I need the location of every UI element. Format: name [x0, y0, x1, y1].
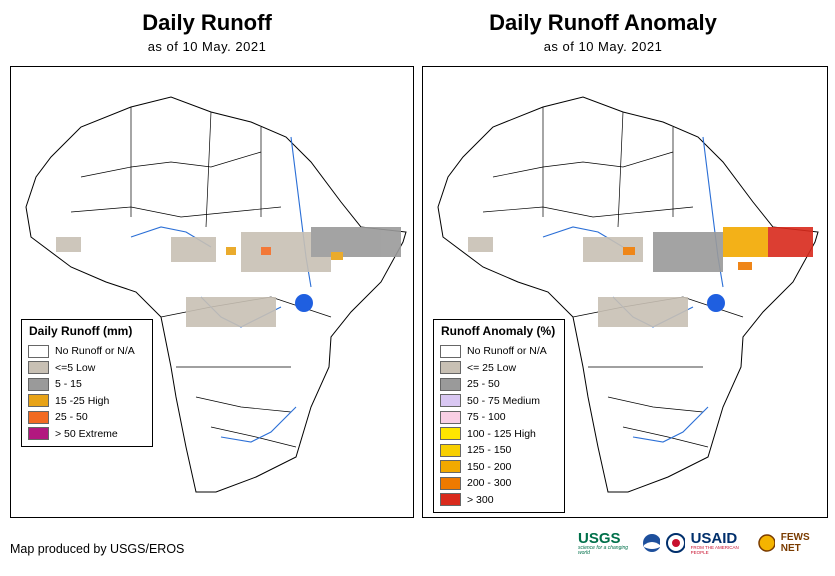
anomaly-patches — [468, 227, 813, 327]
legend-item: > 300 — [440, 492, 558, 509]
legend-swatch — [440, 427, 461, 441]
legend-item: 25 - 50 — [28, 409, 146, 426]
legend-swatch — [28, 344, 49, 358]
usgs-logo: USGS science for a changing world — [578, 531, 636, 556]
legend-item: > 50 Extreme — [28, 426, 146, 443]
legend-swatch — [440, 394, 461, 408]
legend-swatch — [28, 361, 49, 375]
fewsnet-wordmark: FEWS NET — [780, 532, 810, 554]
agency-logos: USGS science for a changing world USAID … — [578, 528, 828, 558]
legend-item: 5 - 15 — [28, 376, 146, 393]
legend-label: 5 - 15 — [55, 378, 82, 391]
africa-map-left — [25, 96, 407, 493]
country-borders — [70, 107, 332, 448]
runoff-legend-title: Daily Runoff (mm) — [29, 324, 133, 338]
legend-label: 125 - 150 — [467, 444, 512, 457]
legend-item: No Runoff or N/A — [440, 343, 558, 360]
legend-swatch — [28, 410, 49, 424]
anomaly-legend: Runoff Anomaly (%) No Runoff or N/A <= 2… — [433, 319, 565, 513]
legend-label: 200 - 300 — [467, 477, 512, 490]
usaid-logo: USAID FROM THE AMERICAN PEOPLE — [691, 531, 753, 555]
legend-label: 150 - 200 — [467, 460, 512, 473]
legend-swatch — [440, 443, 461, 457]
runoff-anomaly-map: Runoff Anomaly (%) No Runoff or N/A <= 2… — [422, 66, 828, 518]
legend-label: 15 -25 High — [55, 394, 110, 407]
usaid-tagline: FROM THE AMERICAN PEOPLE — [690, 545, 739, 555]
legend-swatch — [440, 377, 461, 391]
africa-map-right — [437, 96, 819, 493]
runoff-patches — [56, 227, 401, 327]
usgs-tagline: science for a changing world — [578, 544, 629, 556]
legend-item: 100 - 125 High — [440, 426, 558, 443]
left-map-date: as of 10 May. 2021 — [147, 39, 267, 54]
anomaly-legend-title: Runoff Anomaly (%) — [441, 324, 556, 338]
legend-swatch — [28, 394, 49, 408]
legend-swatch — [440, 476, 461, 490]
legend-swatch — [440, 361, 461, 375]
legend-label: <=5 Low — [55, 361, 96, 374]
legend-label: 100 - 125 High — [467, 427, 536, 440]
lake-victoria — [295, 294, 313, 312]
legend-label: No Runoff or N/A — [55, 345, 135, 358]
legend-item: 15 -25 High — [28, 393, 146, 410]
legend-item: 50 - 75 Medium — [440, 393, 558, 410]
daily-runoff-map: Daily Runoff (mm) No Runoff or N/A <=5 L… — [10, 66, 414, 518]
legend-item: 75 - 100 — [440, 409, 558, 426]
legend-item: 25 - 50 — [440, 376, 558, 393]
legend-item: <=5 Low — [28, 360, 146, 377]
usaid-seal-icon — [666, 533, 685, 553]
legend-item: 125 - 150 — [440, 442, 558, 459]
fewsnet-icon — [758, 534, 775, 552]
africa-outline — [25, 96, 407, 493]
legend-label: 25 - 50 — [467, 378, 500, 391]
right-map-title: Daily Runoff Anomaly — [489, 10, 717, 35]
usaid-wordmark: USAID — [690, 530, 738, 547]
africa-outline — [437, 96, 819, 493]
legend-swatch — [28, 427, 49, 441]
legend-swatch — [440, 460, 461, 474]
legend-item: No Runoff or N/A — [28, 343, 146, 360]
legend-label: 75 - 100 — [467, 411, 506, 424]
legend-label: No Runoff or N/A — [467, 345, 547, 358]
legend-label: > 50 Extreme — [55, 427, 118, 440]
legend-label: 50 - 75 Medium — [467, 394, 540, 407]
legend-swatch — [440, 344, 461, 358]
legend-item: 150 - 200 — [440, 459, 558, 476]
left-map-title: Daily Runoff — [142, 10, 272, 35]
runoff-legend: Daily Runoff (mm) No Runoff or N/A <=5 L… — [21, 319, 153, 447]
noaa-icon — [642, 534, 661, 552]
legend-swatch — [440, 410, 461, 424]
legend-swatch — [440, 493, 461, 507]
lake-victoria — [707, 294, 725, 312]
legend-item: <= 25 Low — [440, 360, 558, 377]
right-map-date: as of 10 May. 2021 — [543, 39, 663, 54]
usgs-wordmark: USGS — [578, 529, 621, 547]
legend-label: <= 25 Low — [467, 361, 517, 374]
legend-item: 200 - 300 — [440, 475, 558, 492]
legend-swatch — [28, 377, 49, 391]
legend-label: 25 - 50 — [55, 411, 88, 424]
map-credit: Map produced by USGS/EROS — [10, 542, 185, 556]
legend-label: > 300 — [467, 493, 494, 506]
